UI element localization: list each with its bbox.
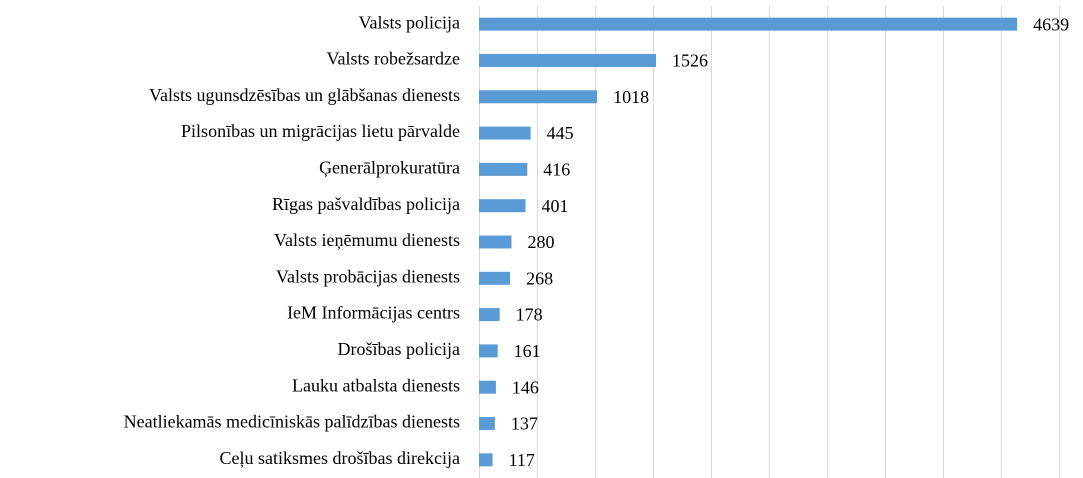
bar [479,453,493,467]
category-label: Pilsonības un migrācijas lietu pārvalde [181,121,460,141]
bar [479,53,657,67]
value-label: 137 [511,414,538,434]
bar [479,126,531,140]
bar [479,90,598,104]
category-label: Valsts ugunsdzēsības un glābšanas dienes… [149,85,460,105]
value-label: 4639 [1033,14,1069,34]
bar [479,162,528,176]
bar [479,199,526,213]
category-label: Valsts probācijas dienests [276,266,460,286]
value-label: 146 [512,377,539,397]
category-label: IeM Informācijas centrs [287,303,460,323]
category-label: Ģenerālprokuratūra [319,158,460,178]
value-label: 268 [526,268,553,288]
bar [479,235,512,249]
value-label: 1526 [672,51,708,71]
value-label: 416 [543,160,570,180]
category-label: Rīgas pašvaldības policija [272,194,460,214]
bar [479,344,498,358]
category-label: Lauku atbalsta dienests [292,375,460,395]
category-label: Valsts robežsardze [327,49,460,69]
value-label: 161 [514,341,541,361]
bar [479,417,495,431]
bar [479,380,496,394]
value-label: 1018 [613,87,649,107]
value-label: 280 [527,232,554,252]
category-label: Ceļu satiksmes drošības direkcija [220,448,460,468]
category-label: Valsts policija [359,12,461,32]
value-label: 178 [516,305,543,325]
value-label: 445 [547,123,574,143]
category-label: Drošības policija [338,339,460,359]
value-label: 401 [542,196,569,216]
bar [479,308,500,322]
value-label: 117 [509,450,535,470]
bar [479,17,1018,31]
category-label: Neatliekamās medicīniskās palīdzības die… [124,412,460,432]
bar [479,271,511,285]
category-label: Valsts ieņēmumu dienests [274,230,460,250]
